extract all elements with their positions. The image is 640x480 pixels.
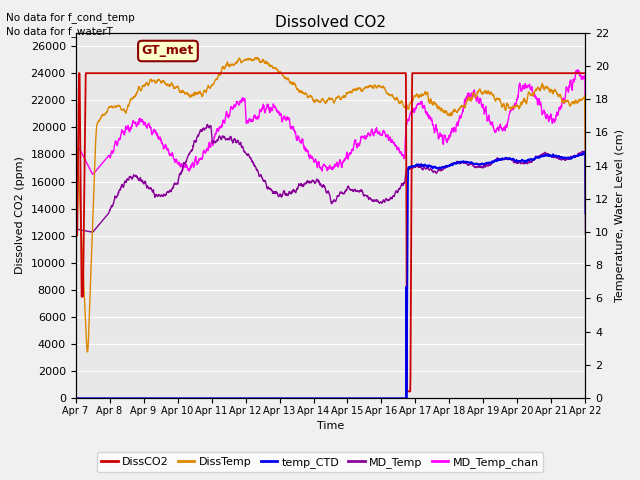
- Legend: DissCO2, DissTemp, temp_CTD, MD_Temp, MD_Temp_chan: DissCO2, DissTemp, temp_CTD, MD_Temp, MD…: [97, 452, 543, 472]
- Text: No data for f_cond_temp: No data for f_cond_temp: [6, 12, 135, 23]
- Title: Dissolved CO2: Dissolved CO2: [275, 15, 386, 30]
- Text: GT_met: GT_met: [142, 45, 194, 58]
- Y-axis label: Temperature, Water Level (cm): Temperature, Water Level (cm): [615, 129, 625, 302]
- X-axis label: Time: Time: [317, 421, 344, 432]
- Y-axis label: Dissolved CO2 (ppm): Dissolved CO2 (ppm): [15, 156, 25, 274]
- Text: No data for f_waterT: No data for f_waterT: [6, 26, 113, 37]
